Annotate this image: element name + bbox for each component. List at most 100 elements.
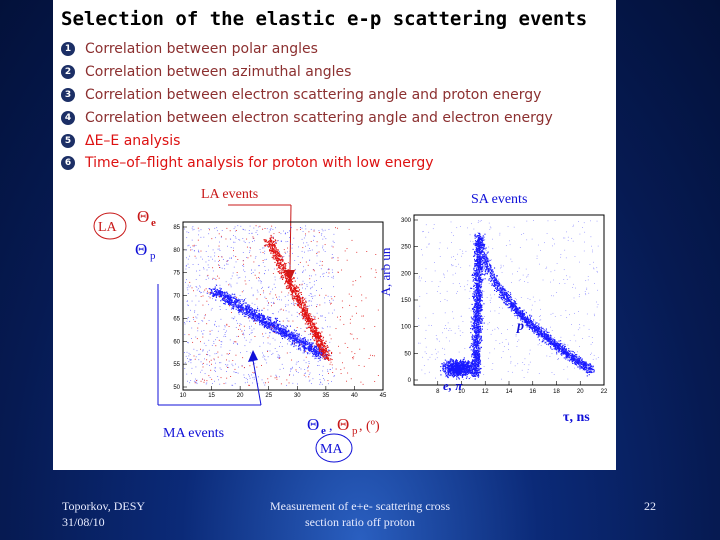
- sa-point: [471, 274, 473, 276]
- sa-point: [474, 282, 476, 284]
- la-blue-point: [305, 307, 307, 309]
- la-red-point: [280, 255, 282, 257]
- la-red-point: [290, 280, 292, 282]
- la-blue-point: [327, 276, 329, 277]
- la-blue-point: [237, 300, 239, 302]
- sa-point: [478, 279, 480, 281]
- la-blue-point: [316, 355, 318, 357]
- sa-point: [480, 296, 482, 298]
- la-red-point: [263, 239, 265, 241]
- la-blue-point: [222, 299, 224, 301]
- theta-p-subscript: p: [150, 250, 156, 262]
- la-blue-point: [323, 249, 325, 251]
- la-red-point: [269, 250, 271, 252]
- la-blue-point: [231, 363, 233, 365]
- la-blue-point: [217, 289, 219, 291]
- xlabel-theta-e: Θ: [307, 415, 319, 434]
- la-blue-point: [250, 307, 252, 309]
- la-blue-point: [216, 337, 218, 338]
- la-blue-point: [298, 338, 300, 340]
- la-blue-point: [313, 352, 316, 354]
- la-blue-point: [319, 379, 321, 380]
- sa-point: [476, 342, 478, 344]
- la-blue-point: [277, 356, 278, 358]
- sa-point: [476, 337, 479, 339]
- la-blue-point: [276, 323, 278, 325]
- la-blue-point: [244, 345, 246, 347]
- la-red-point: [306, 315, 308, 317]
- la-blue-point: [262, 352, 263, 354]
- la-blue-point: [214, 369, 216, 371]
- la-blue-point: [331, 245, 333, 247]
- la-blue-point: [311, 350, 313, 353]
- la-red-point: [269, 238, 271, 240]
- la-blue-point: [239, 306, 241, 308]
- la-blue-point: [195, 381, 196, 383]
- la-red-point: [275, 240, 277, 242]
- la-red-point: [361, 294, 363, 296]
- sa-point: [472, 366, 475, 368]
- la-red-point: [249, 365, 251, 367]
- la-blue-point: [322, 273, 324, 275]
- la-red-point: [296, 290, 298, 292]
- la-red-point: [226, 359, 227, 361]
- la-red-point: [321, 349, 323, 351]
- la-blue-point: [289, 230, 291, 232]
- la-blue-point: [198, 300, 200, 302]
- la-blue-point: [272, 352, 274, 354]
- la-blue-point: [292, 252, 293, 254]
- la-x-axis: 10 15 20 25 30 35 40 45: [180, 386, 387, 399]
- la-blue-point: [315, 274, 317, 276]
- la-blue-point: [309, 349, 311, 351]
- la-blue-point: [289, 335, 291, 337]
- la-blue-point: [220, 318, 222, 320]
- la-red-point: [347, 347, 349, 348]
- la-red-point: [356, 251, 358, 253]
- la-red-point: [311, 327, 313, 329]
- la-red-point: [209, 361, 210, 363]
- la-blue-point: [277, 324, 280, 327]
- la-blue-point: [228, 294, 230, 296]
- la-blue-point: [203, 268, 205, 270]
- la-blue-point: [195, 366, 197, 368]
- la-red-point: [322, 356, 324, 358]
- la-blue-point: [316, 345, 318, 347]
- la-red-point: [321, 354, 324, 356]
- la-red-point: [278, 271, 280, 273]
- la-red-point: [318, 346, 320, 348]
- la-blue-point: [208, 339, 210, 341]
- la-red-point: [326, 358, 328, 360]
- sa-point: [475, 249, 477, 252]
- la-blue-point: [218, 292, 220, 294]
- la-blue-point: [254, 269, 256, 271]
- la-red-point: [313, 327, 316, 329]
- la-red-point: [309, 325, 311, 327]
- la-red-point: [282, 277, 284, 279]
- sa-point: [475, 278, 477, 280]
- la-blue-point: [313, 352, 315, 354]
- la-blue-point: [247, 379, 248, 381]
- la-red-point: [309, 333, 311, 335]
- la-red-point: [270, 241, 273, 243]
- la-blue-point: [214, 371, 216, 372]
- la-blue-point: [213, 293, 215, 295]
- la-blue-point: [224, 300, 226, 302]
- la-blue-point: [263, 292, 264, 294]
- la-red-point: [289, 277, 291, 279]
- la-red-point: [254, 336, 256, 337]
- sa-point: [474, 279, 476, 281]
- sa-point: [479, 320, 481, 322]
- la-blue-point: [299, 296, 301, 297]
- sa-point: [476, 361, 479, 363]
- la-red-point: [352, 358, 354, 360]
- la-red-point: [278, 266, 280, 268]
- la-blue-point: [307, 352, 309, 354]
- la-blue-point: [232, 296, 234, 298]
- la-blue-point: [259, 319, 261, 321]
- la-red-point: [288, 281, 290, 283]
- la-blue-point: [241, 308, 243, 310]
- la-blue-point: [198, 234, 199, 236]
- la-red-point: [241, 291, 243, 293]
- la-red-point: [301, 307, 303, 309]
- sa-point: [478, 296, 480, 298]
